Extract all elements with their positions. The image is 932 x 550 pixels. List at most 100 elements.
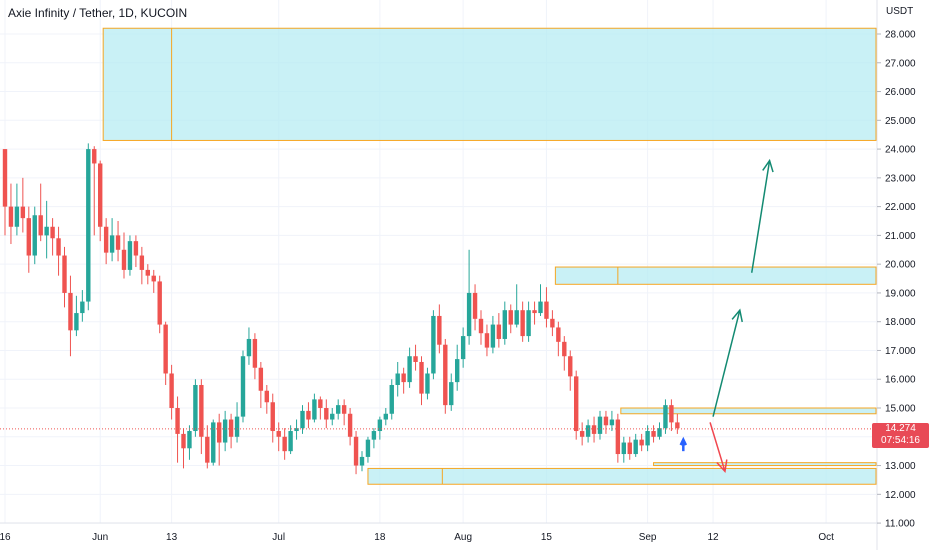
- candle-down: [520, 310, 525, 337]
- candle-down: [443, 344, 448, 406]
- candle-up: [127, 241, 133, 270]
- candle-up: [633, 439, 638, 455]
- candle-down: [413, 356, 418, 362]
- candle-up: [538, 301, 543, 314]
- candle-down: [591, 425, 597, 434]
- candle-up: [359, 456, 365, 466]
- candle-up: [14, 206, 20, 227]
- x-tick-label: 18: [374, 532, 386, 543]
- candle-down: [437, 315, 442, 345]
- candle-down: [615, 419, 621, 455]
- candle-down: [50, 226, 55, 239]
- candle-down: [603, 416, 609, 426]
- candle-down: [318, 399, 323, 409]
- candle-down: [550, 318, 555, 328]
- y-tick-label: 11.000: [885, 519, 915, 530]
- candle-down: [38, 215, 43, 236]
- candle-down: [574, 376, 579, 432]
- candle-down: [205, 436, 210, 463]
- candle-down: [56, 238, 61, 256]
- last-price: 14.274: [885, 422, 916, 434]
- candle-up: [109, 235, 115, 253]
- candle-down: [121, 249, 127, 270]
- bar-countdown: 07:54:16: [881, 434, 920, 446]
- candle-down: [62, 255, 67, 293]
- candle-down: [562, 341, 567, 357]
- candle-down: [419, 361, 424, 394]
- candle-down: [532, 310, 537, 314]
- candle-down: [472, 292, 478, 319]
- candle-down: [579, 431, 585, 437]
- candle-up: [377, 419, 383, 432]
- y-tick-label: 22.000: [885, 202, 916, 213]
- candle-up: [330, 413, 335, 420]
- candle-down: [8, 206, 14, 227]
- zone-box: [620, 407, 877, 415]
- y-tick-label: 24.000: [885, 145, 916, 156]
- candle-up: [449, 382, 454, 406]
- candle-down: [675, 422, 680, 429]
- candle-up: [407, 356, 412, 383]
- zones: [102, 27, 877, 485]
- candle-up: [514, 310, 519, 325]
- x-axis: 16 Jun 13 Jul 18 Aug 15 Sep 12 Oct: [0, 532, 834, 543]
- y-tick-label: 28.000: [885, 30, 916, 41]
- candle-down: [115, 235, 121, 250]
- candle-down: [478, 318, 484, 334]
- price-unit: USDT: [886, 6, 914, 17]
- candle-down: [92, 149, 97, 164]
- candle-up: [425, 373, 430, 394]
- candle-up: [32, 215, 37, 256]
- candle-up: [371, 431, 377, 440]
- candle-down: [157, 281, 162, 325]
- candle-up: [294, 428, 299, 432]
- candle-up: [645, 431, 650, 446]
- candle-up: [365, 439, 371, 457]
- candle-down: [270, 402, 275, 432]
- y-tick-label: 13.000: [885, 461, 916, 472]
- x-tick-label: Oct: [818, 532, 834, 543]
- candle-down: [341, 405, 347, 414]
- candle-down: [556, 327, 561, 342]
- green-arrow-head: [731, 308, 743, 323]
- x-tick-label: Jul: [272, 532, 285, 543]
- candle-down: [627, 442, 632, 455]
- candle-down: [568, 356, 573, 377]
- candle-up: [193, 384, 198, 432]
- candles: [2, 143, 680, 475]
- candle-down: [199, 384, 204, 437]
- candle-down: [264, 390, 269, 403]
- candle-down: [68, 292, 73, 331]
- candle-up: [80, 301, 85, 314]
- candle-up: [211, 422, 216, 463]
- y-tick-label: 17.000: [885, 346, 916, 357]
- red-arrow-head: [716, 459, 728, 473]
- candle-down: [20, 206, 26, 219]
- candle-up: [383, 413, 388, 420]
- blue-arrow-head: [679, 436, 688, 446]
- candle-down: [669, 405, 674, 423]
- y-tick-label: 19.000: [885, 288, 916, 299]
- green-arrow-shaft: [750, 160, 771, 273]
- candle-down: [276, 431, 281, 437]
- y-tick-label: 12.000: [885, 490, 916, 501]
- y-tick-label: 18.000: [885, 317, 916, 328]
- candle-down: [103, 226, 109, 253]
- candle-down: [133, 241, 139, 256]
- y-tick-label: 15.000: [885, 404, 916, 415]
- x-tick-label: Aug: [454, 532, 472, 543]
- candle-up: [597, 416, 603, 434]
- x-tick-label: Jun: [92, 532, 108, 543]
- zone-box: [102, 27, 877, 141]
- candle-up: [466, 292, 472, 337]
- candle-up: [336, 405, 341, 414]
- candle-down: [484, 333, 490, 348]
- candle-up: [74, 313, 79, 331]
- arrows: [679, 158, 774, 473]
- zone-box: [653, 462, 877, 467]
- candle-down: [181, 433, 186, 449]
- y-axis: 11.00012.00013.00014.00015.00016.00017.0…: [877, 30, 916, 530]
- candle-up: [246, 338, 252, 357]
- candle-down: [175, 408, 180, 434]
